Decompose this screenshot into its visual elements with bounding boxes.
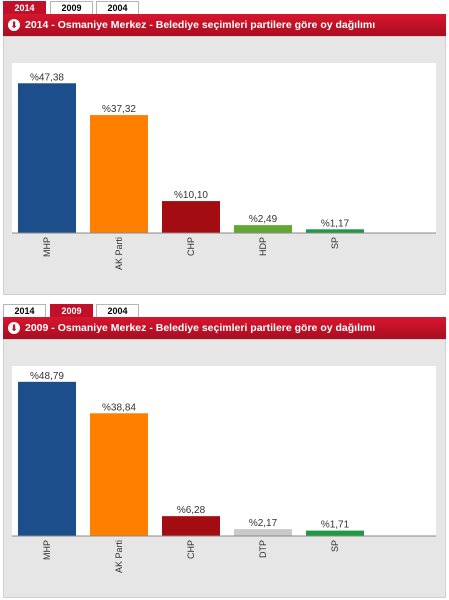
value-label: %2,49 <box>249 214 278 225</box>
year-tabs: 2014 2009 2004 <box>0 303 449 317</box>
plot-background <box>12 63 436 233</box>
value-label: %47,38 <box>30 72 64 83</box>
plot-background <box>12 366 436 536</box>
chart-title: 2009 - Osmaniye Merkez - Belediye seçiml… <box>25 322 376 334</box>
bar <box>90 413 148 536</box>
value-label: %2,17 <box>249 518 278 529</box>
category-label: MHP <box>42 540 52 560</box>
bar-chart-2009: %48,79 MHP %38,84 AK Parti %6,28 CHP %2,17 DTP%… <box>12 366 436 573</box>
category-label: AK Parti <box>114 540 124 573</box>
value-label: %6,28 <box>177 505 206 516</box>
value-label: %1,17 <box>321 218 350 229</box>
bar <box>306 530 364 536</box>
bar <box>306 229 364 233</box>
bar <box>90 115 148 233</box>
category-label: SP <box>330 540 340 552</box>
info-arrow-icon: ⬇ <box>8 322 20 334</box>
category-label: CHP <box>186 237 196 256</box>
bar <box>234 529 292 536</box>
bar <box>162 516 220 536</box>
tab-2004[interactable]: 2004 <box>96 1 139 14</box>
bar <box>234 225 292 233</box>
chart-title-bar: ⬇ 2014 - Osmaniye Merkez - Belediye seçi… <box>3 14 446 36</box>
category-label: SP <box>330 237 340 249</box>
category-label: HDP <box>258 237 268 256</box>
value-label: %1,71 <box>321 520 350 531</box>
tab-2009[interactable]: 2009 <box>50 304 93 317</box>
bar-chart-2014: %47,38 MHP %37,32 AK Parti %10,10 CHP %2,49 HDP… <box>12 63 436 270</box>
year-tabs: 2014 2009 2004 <box>0 0 449 14</box>
chart-panel-2009: 2014 2009 2004 ⬇ 2009 - Osmaniye Merkez … <box>0 303 449 600</box>
tab-2004[interactable]: 2004 <box>96 304 139 317</box>
chart-title-bar: ⬇ 2009 - Osmaniye Merkez - Belediye seçi… <box>3 317 446 339</box>
category-label: AK Parti <box>114 237 124 270</box>
bar <box>162 201 220 233</box>
bar <box>18 381 76 536</box>
tab-2014[interactable]: 2014 <box>3 1 46 14</box>
category-label: CHP <box>186 540 196 559</box>
value-label: %37,32 <box>102 104 136 115</box>
category-label: DTP <box>258 540 268 558</box>
value-label: %38,84 <box>102 402 136 413</box>
chart-panel-2014: 2014 2009 2004 ⬇ 2014 - Osmaniye Merkez … <box>0 0 449 297</box>
value-label: %10,10 <box>174 190 208 201</box>
chart-area: %48,79 MHP %38,84 AK Parti %6,28 CHP %2,17 DTP%… <box>3 339 446 598</box>
chart-title: 2014 - Osmaniye Merkez - Belediye seçiml… <box>25 19 376 31</box>
tab-2014[interactable]: 2014 <box>3 304 46 317</box>
bar <box>18 83 76 233</box>
category-label: MHP <box>42 237 52 257</box>
info-arrow-icon: ⬇ <box>8 19 20 31</box>
tab-2009[interactable]: 2009 <box>50 1 93 14</box>
chart-area: %47,38 MHP %37,32 AK Parti %10,10 CHP %2,49 HDP… <box>3 36 446 295</box>
value-label: %48,79 <box>30 371 64 382</box>
